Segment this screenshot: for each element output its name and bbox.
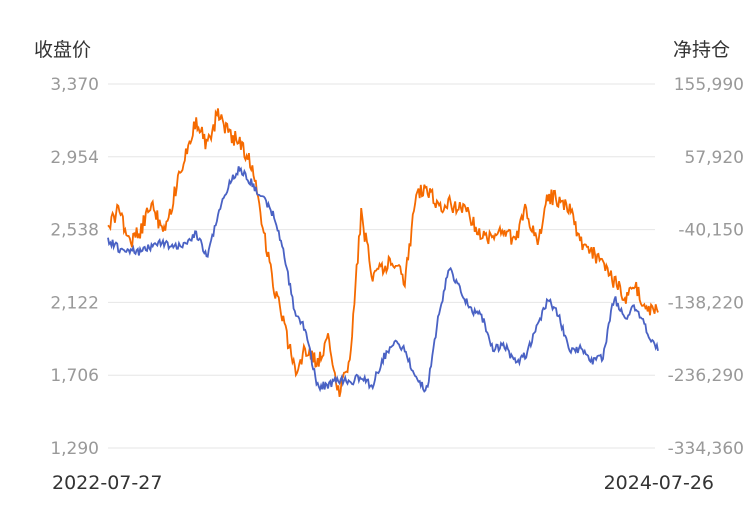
- right-tick-label: 57,920: [685, 148, 744, 168]
- left-tick-label: 3,370: [50, 75, 99, 95]
- close-price-line: [107, 166, 659, 393]
- left-tick-label: 2,954: [50, 148, 99, 168]
- right-tick-label: -334,360: [668, 439, 744, 459]
- right-axis-ticks: 155,990 57,920 -40,150 -138,220 -236,290 -334…: [668, 75, 744, 459]
- left-tick-label: 1,290: [50, 439, 99, 459]
- right-tick-label: 155,990: [674, 75, 744, 95]
- right-axis-title: 净持仓: [673, 39, 730, 61]
- right-tick-label: -40,150: [678, 221, 744, 241]
- right-tick-label: -236,290: [668, 366, 744, 386]
- grid-lines: [108, 83, 655, 449]
- left-axis-ticks: 3,370 2,954 2,538 2,122 1,706 1,290: [50, 75, 99, 459]
- x-start-label: 2022-07-27: [52, 472, 162, 494]
- x-end-label: 2024-07-26: [604, 472, 714, 494]
- left-tick-label: 1,706: [50, 366, 99, 386]
- left-axis-title: 收盘价: [34, 39, 91, 61]
- left-tick-label: 2,122: [50, 293, 99, 313]
- net-position-line: [107, 108, 659, 397]
- right-tick-label: -138,220: [668, 293, 744, 313]
- left-tick-label: 2,538: [50, 221, 99, 241]
